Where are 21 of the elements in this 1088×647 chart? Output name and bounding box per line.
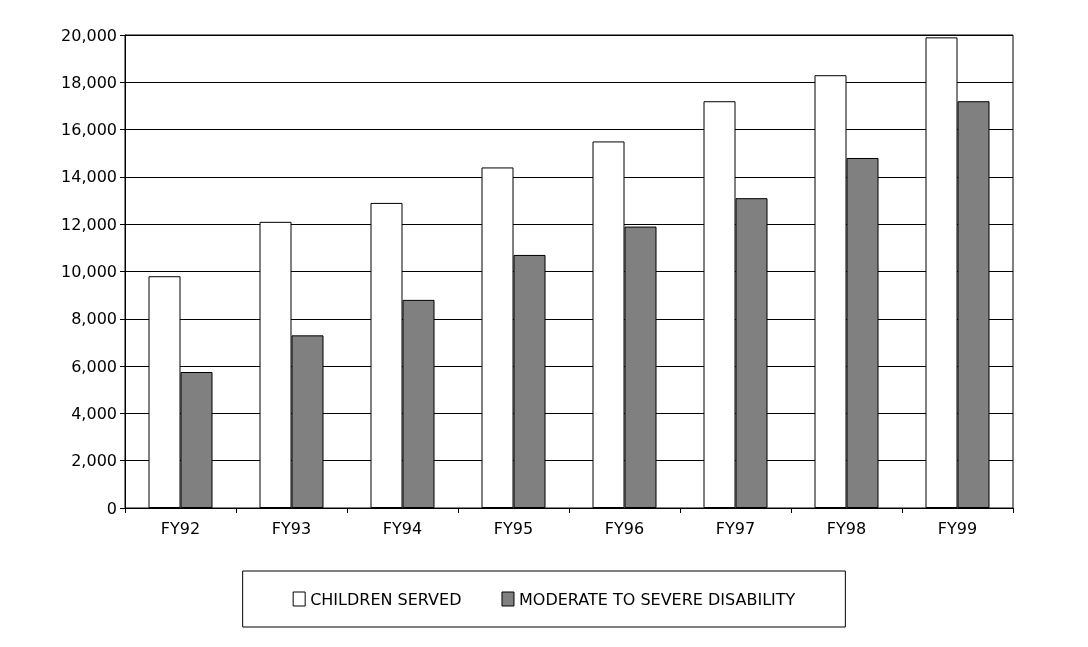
x-tick-label: FY99: [937, 518, 978, 538]
x-tick-label: FY98: [826, 518, 867, 538]
y-tick-label: 0: [106, 498, 117, 518]
y-tick-label: 14,000: [61, 167, 117, 187]
legend-label: CHILDREN SERVED: [310, 589, 462, 609]
y-tick-label: 6,000: [71, 356, 117, 376]
x-tick-label: FY94: [382, 518, 423, 538]
y-tick-label: 18,000: [61, 72, 117, 92]
y-tick-label: 8,000: [71, 309, 117, 329]
x-tick-label: FY97: [715, 518, 756, 538]
y-tick-label: 12,000: [61, 214, 117, 234]
x-tick-label: FY96: [604, 518, 645, 538]
x-tick-label: FY92: [160, 518, 201, 538]
x-tick-label: FY95: [493, 518, 534, 538]
y-tick-label: 2,000: [71, 451, 117, 471]
legend-label: MODERATE TO SEVERE DISABILITY: [518, 589, 796, 609]
y-tick-label: 10,000: [61, 262, 117, 281]
y-tick-label: 20,000: [61, 25, 117, 45]
x-tick-label: FY93: [271, 518, 312, 538]
y-tick-label: 4,000: [71, 403, 117, 423]
y-tick-label: 16,000: [61, 120, 117, 140]
